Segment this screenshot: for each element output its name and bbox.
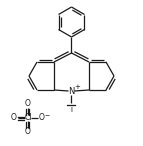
Text: O: O xyxy=(25,100,31,108)
Text: −: − xyxy=(44,113,50,118)
Text: N: N xyxy=(68,86,75,95)
Text: O: O xyxy=(39,113,45,122)
Text: O: O xyxy=(11,113,17,122)
Text: O: O xyxy=(25,127,31,137)
Text: Cl: Cl xyxy=(24,113,32,122)
Text: +: + xyxy=(74,84,80,90)
Text: I: I xyxy=(70,107,73,113)
